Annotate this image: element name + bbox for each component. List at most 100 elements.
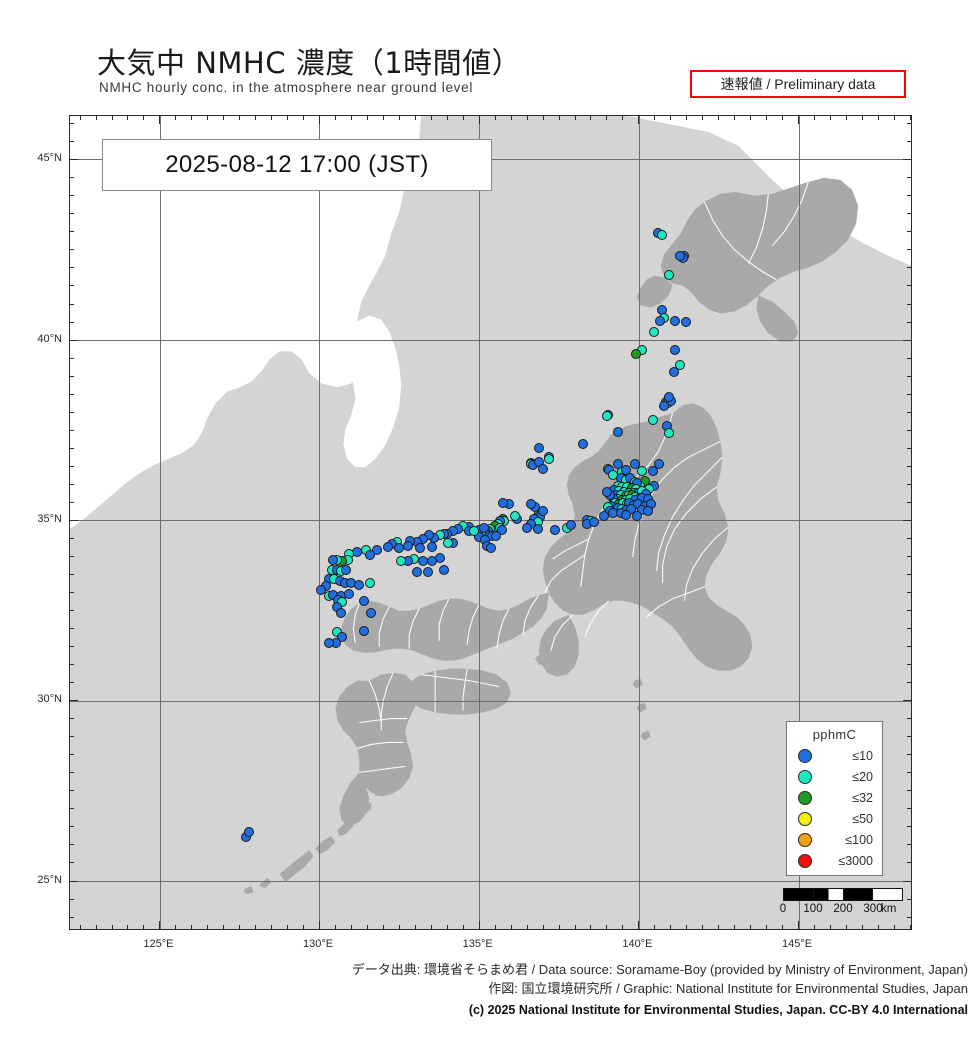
data-point-marker — [422, 567, 433, 578]
scale-bar: 0 100 200 300 km — [780, 888, 911, 919]
gridline-longitude — [638, 116, 640, 929]
axis-tick — [907, 393, 911, 395]
data-point-marker — [439, 564, 450, 575]
data-point-marker — [668, 367, 679, 377]
data-point-marker — [496, 525, 507, 535]
axis-tick — [70, 357, 74, 359]
data-point-marker — [674, 359, 685, 370]
axis-tick — [70, 177, 74, 179]
axis-tick — [907, 357, 911, 359]
axis-tick — [70, 429, 74, 431]
axis-tick — [70, 826, 74, 828]
axis-tick — [638, 116, 640, 124]
axis-tick — [798, 921, 800, 929]
axis-tick — [70, 231, 74, 233]
legend-item[interactable]: ≤100 — [787, 829, 882, 850]
axis-tick — [462, 116, 464, 120]
data-point-marker — [485, 543, 496, 553]
data-point-marker — [358, 596, 369, 606]
axis-tick — [907, 411, 911, 413]
scale-bar-unit-label: km — [881, 903, 897, 915]
axis-tick — [782, 116, 784, 120]
data-point-marker — [243, 826, 254, 837]
gridline-longitude — [479, 116, 481, 929]
data-point-marker — [654, 459, 665, 469]
legend-rows: ≤10 ≤20 ≤32 ≤50 ≤100 ≤3000 — [787, 745, 882, 871]
axis-tick — [702, 925, 704, 929]
data-point-marker — [525, 498, 536, 509]
axis-tick — [893, 925, 895, 929]
axis-tick — [319, 921, 321, 929]
axis-tick — [907, 465, 911, 467]
data-point-marker — [331, 626, 342, 637]
x-axis-label: 145°E — [781, 938, 813, 950]
legend-swatch-icon — [798, 832, 812, 847]
axis-tick — [907, 646, 911, 648]
y-axis-label: 30°N — [37, 693, 62, 706]
legend-item[interactable]: ≤3000 — [787, 850, 882, 871]
legend-item[interactable]: ≤32 — [787, 787, 882, 808]
axis-tick — [606, 116, 608, 120]
data-point-marker — [414, 543, 425, 553]
axis-tick — [398, 925, 400, 929]
axis-tick — [70, 610, 74, 612]
axis-tick — [223, 116, 225, 120]
axis-tick — [319, 116, 321, 124]
data-point-marker — [601, 486, 612, 497]
axis-tick — [175, 116, 177, 120]
legend-item[interactable]: ≤10 — [787, 745, 882, 766]
axis-tick — [907, 303, 911, 305]
axis-tick — [70, 573, 74, 575]
data-point-marker — [315, 585, 326, 596]
data-point-marker — [522, 522, 533, 533]
data-point-marker — [643, 505, 653, 516]
axis-tick — [446, 116, 448, 120]
axis-tick — [622, 925, 624, 929]
legend-item-label: ≤50 — [852, 811, 873, 826]
data-point-marker — [602, 411, 613, 421]
legend-swatch-icon — [798, 853, 812, 868]
axis-tick — [907, 249, 911, 251]
legend-item-label: ≤3000 — [838, 853, 873, 868]
axis-tick — [829, 925, 831, 929]
data-point-marker — [365, 550, 376, 561]
axis-tick — [907, 123, 911, 125]
axis-tick — [590, 925, 592, 929]
axis-tick — [430, 116, 432, 120]
axis-tick — [734, 925, 736, 929]
axis-tick — [686, 116, 688, 120]
data-point-marker — [359, 626, 370, 636]
x-axis-label: 130°E — [303, 938, 334, 950]
timestamp-label: 2025-08-12 17:00 (JST) — [102, 139, 492, 191]
axis-tick — [398, 116, 400, 120]
axis-tick — [814, 116, 815, 120]
data-point-marker — [402, 540, 413, 551]
axis-tick — [70, 718, 74, 720]
axis-tick — [70, 447, 74, 449]
axis-tick — [907, 375, 911, 377]
legend-item[interactable]: ≤20 — [787, 766, 882, 787]
axis-tick — [907, 267, 911, 269]
scale-bar-segment — [843, 889, 874, 900]
data-point-marker — [365, 607, 376, 618]
axis-tick — [734, 116, 736, 120]
data-point-marker — [532, 523, 543, 534]
axis-tick — [907, 592, 911, 594]
gridline-latitude — [70, 700, 911, 702]
axis-tick — [70, 628, 74, 630]
map-plot-area[interactable]: 2025-08-12 17:00 (JST) pphmC ≤10 ≤20 ≤32 ≤5… — [69, 115, 912, 930]
axis-tick — [70, 808, 74, 810]
legend-item[interactable]: ≤50 — [787, 808, 882, 829]
legend[interactable]: pphmC ≤10 ≤20 ≤32 ≤50 ≤100 ≤3000 — [786, 721, 883, 876]
scale-bar-segment — [813, 889, 844, 900]
axis-tick — [70, 880, 78, 882]
axis-tick — [239, 925, 241, 929]
axis-tick — [782, 925, 784, 929]
axis-tick — [907, 898, 911, 900]
axis-tick — [907, 195, 911, 197]
data-point-marker — [491, 531, 502, 542]
axis-tick — [95, 116, 97, 120]
axis-tick — [271, 925, 273, 929]
axis-tick — [127, 925, 129, 929]
data-point-marker — [647, 465, 658, 476]
